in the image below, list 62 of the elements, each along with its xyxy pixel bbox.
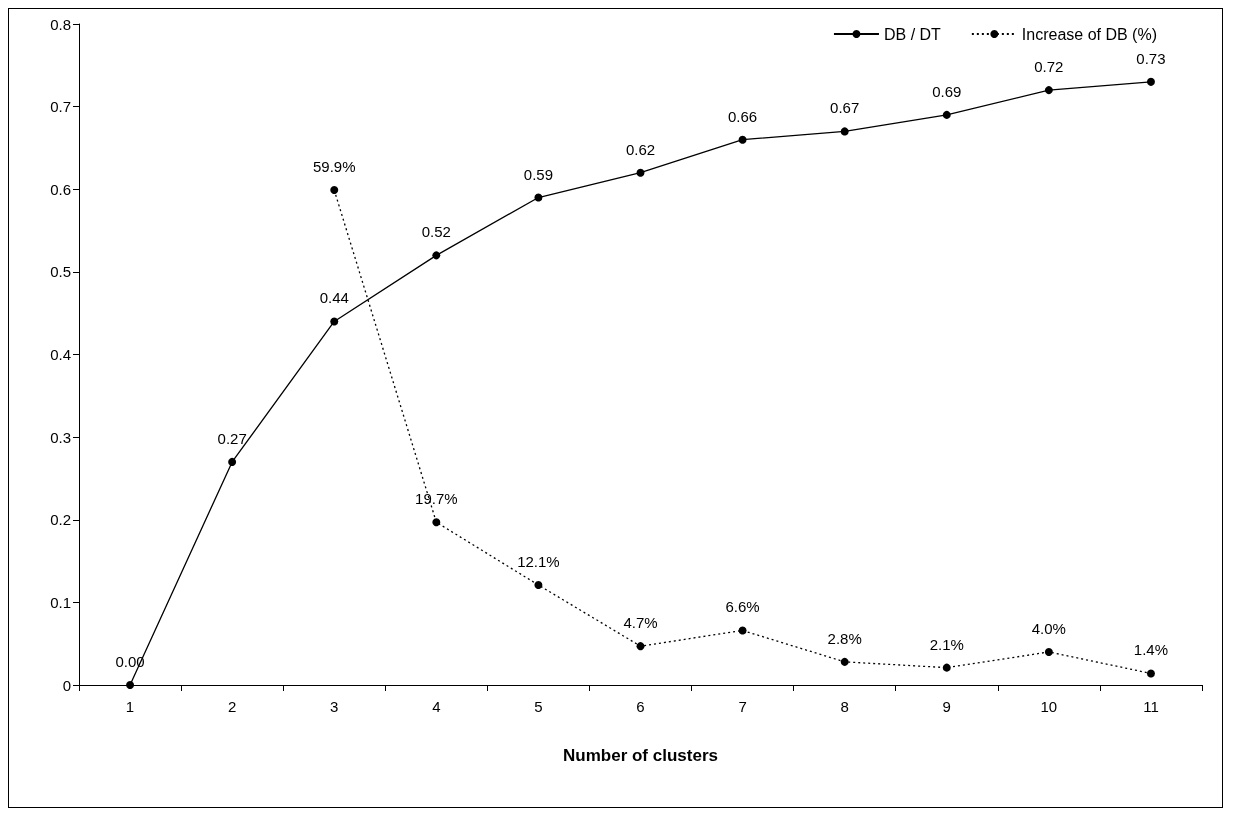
- point: [1146, 77, 1155, 86]
- y-tick-label: 0.1: [50, 593, 71, 611]
- point: [942, 663, 951, 672]
- y-tick-label: 0.8: [50, 15, 71, 33]
- legend-label: Increase of DB (%): [1021, 25, 1157, 43]
- point: [840, 127, 849, 136]
- data-label: 19.7%: [415, 490, 458, 508]
- data-label: 59.9%: [312, 158, 356, 176]
- x-axis-title: Number of clusters: [563, 746, 718, 765]
- data-label: 1.4%: [1133, 641, 1169, 659]
- x-tick-label: 1: [125, 698, 135, 715]
- y-tick-label: 0.6: [50, 180, 71, 198]
- y-tick-label: 0: [62, 676, 71, 694]
- point: [1044, 86, 1053, 95]
- data-label: 4.7%: [623, 614, 658, 632]
- y-tick-label: 0.3: [50, 428, 71, 446]
- y-tick-label: 0.5: [50, 263, 71, 281]
- x-tick-label: 5: [534, 698, 543, 715]
- point: [738, 135, 747, 144]
- data-label: 0.67: [830, 99, 860, 117]
- data-label: 0.66: [727, 107, 758, 125]
- data-label: 0.27: [217, 429, 247, 447]
- data-label: 0.73: [1136, 49, 1166, 67]
- data-label: 0.69: [932, 82, 962, 100]
- y-tick-label: 0.2: [50, 511, 71, 529]
- x-tick-label: 9: [942, 698, 951, 715]
- point: [330, 186, 339, 195]
- x-tick-label: 4: [432, 698, 441, 715]
- x-tick-label: 10: [1040, 698, 1058, 715]
- point: [1146, 669, 1155, 678]
- data-label: 0.59: [523, 165, 554, 183]
- point: [636, 642, 645, 651]
- point: [1044, 647, 1053, 656]
- point: [330, 317, 339, 326]
- legend-label: DB / DT: [883, 25, 942, 43]
- x-tick-label: 11: [1143, 698, 1159, 715]
- data-label: 0.72: [1034, 58, 1064, 76]
- point: [126, 681, 135, 689]
- x-tick-label: 7: [738, 698, 747, 715]
- x-tick-label: 8: [840, 698, 849, 715]
- data-label: 12.1%: [517, 553, 560, 571]
- point: [432, 518, 441, 527]
- x-tick-label: 6: [636, 698, 645, 715]
- point: [840, 657, 849, 666]
- data-label: 0.62: [625, 140, 656, 158]
- data-label: 0.52: [421, 223, 451, 241]
- point: [942, 110, 951, 119]
- data-label: 4.0%: [1031, 619, 1066, 637]
- y-tick-label: 0.7: [50, 98, 71, 116]
- y-tick-label: 0.4: [50, 346, 71, 363]
- data-label: 2.8%: [827, 629, 862, 647]
- data-label: 2.1%: [929, 635, 964, 653]
- point: [432, 251, 441, 260]
- data-label: 0.44: [319, 289, 349, 307]
- point: [228, 457, 237, 466]
- data-label: 6.6%: [725, 598, 760, 616]
- point: [636, 168, 645, 177]
- x-tick-label: 3: [330, 698, 339, 715]
- point: [738, 626, 747, 635]
- point: [534, 581, 543, 590]
- point: [534, 193, 543, 202]
- x-tick-label: 2: [227, 698, 237, 715]
